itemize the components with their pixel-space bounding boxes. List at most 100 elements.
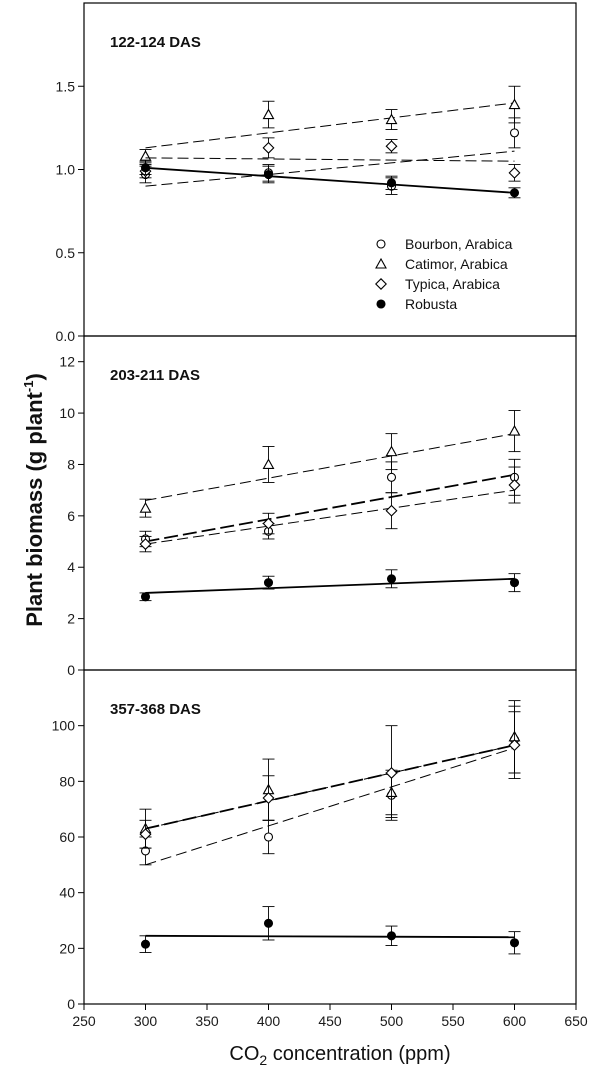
legend-marker (376, 299, 386, 309)
series-triangle-open (139, 410, 521, 518)
legend-label: Catimor, Arabica (405, 256, 508, 272)
data-point (139, 828, 152, 841)
data-point (139, 502, 152, 513)
fit-line (145, 744, 515, 830)
data-point (140, 592, 151, 602)
series-triangle-open (139, 85, 521, 164)
data-point (509, 188, 520, 198)
panels: 0.0 0.5 1.0 1.5 122-124 DAS 0 2 4 6 8 10 12 203-211 … (52, 2, 577, 1012)
y-tick-label: 0.5 (56, 245, 76, 261)
legend-marker (376, 239, 386, 249)
fit-line (145, 166, 515, 194)
series-circle-filled (139, 160, 521, 199)
legend-label: Typica, Arabica (405, 276, 500, 292)
x-tick-label: 400 (257, 1013, 281, 1029)
series-circle-open (139, 117, 521, 195)
y-tick-label: 4 (67, 559, 75, 575)
fit-line (145, 747, 515, 866)
panel-2: 0 2 4 6 8 10 12 203-211 DAS (59, 335, 577, 678)
panel-title: 357-368 DAS (110, 701, 201, 718)
series-diamond-open (139, 137, 521, 182)
legend-entry: Catimor, Arabica (375, 256, 508, 272)
legend: Bourbon, Arabica Catimor, Arabica Typica, … (375, 236, 513, 312)
data-point (509, 128, 520, 138)
x-tick-label: 350 (195, 1013, 219, 1029)
legend-label: Bourbon, Arabica (405, 236, 513, 252)
data-point (386, 574, 397, 584)
data-point (386, 472, 397, 482)
data-point (139, 538, 152, 551)
x-tick-label: 450 (318, 1013, 342, 1029)
y-tick-label: 100 (52, 718, 76, 734)
panel-title: 203-211 DAS (110, 367, 200, 384)
data-point (262, 108, 275, 120)
data-point (385, 445, 398, 457)
data-point (140, 939, 151, 949)
legend-entry: Robusta (376, 296, 457, 312)
data-point (262, 141, 275, 154)
y-tick-label: 10 (59, 405, 75, 421)
legend-marker (375, 278, 387, 290)
series-triangle-open (139, 700, 521, 849)
x-tick-label: 650 (564, 1013, 588, 1029)
data-point (263, 578, 274, 588)
panel-title: 122-124 DAS (110, 34, 201, 51)
series-circle-open (139, 705, 521, 866)
panel-3: 0 20 40 60 80 100 357-368 DAS (52, 669, 577, 1012)
y-tick-label: 12 (59, 354, 75, 370)
y-tick-label: 2 (67, 611, 75, 627)
x-tick-label: 600 (503, 1013, 527, 1029)
data-point (262, 792, 275, 805)
data-point (508, 166, 521, 179)
y-tick-label: 6 (67, 508, 75, 524)
fit-line (145, 473, 515, 543)
data-point (262, 458, 275, 470)
data-point (508, 739, 521, 752)
data-point (263, 832, 274, 842)
data-point (140, 163, 151, 173)
fit-line (145, 489, 515, 545)
series-circle-filled (139, 569, 521, 602)
data-point (385, 767, 398, 779)
fit-line (145, 157, 515, 162)
series-diamond-open (139, 711, 521, 849)
data-point (263, 169, 274, 180)
fit-line (145, 150, 515, 187)
panel-frame (83, 335, 577, 671)
legend-marker (375, 257, 387, 269)
series-circle-filled (139, 906, 521, 955)
x-tick-label: 500 (380, 1013, 404, 1029)
y-tick-label: 0 (67, 996, 75, 1012)
data-point (385, 504, 398, 517)
series-diamond-open (139, 466, 521, 553)
data-point (509, 578, 520, 588)
x-tick-label: 300 (134, 1013, 158, 1029)
data-point (508, 424, 521, 436)
legend-entry: Typica, Arabica (375, 276, 500, 292)
panel-1: 0.0 0.5 1.0 1.5 122-124 DAS (56, 2, 577, 344)
legend-entry: Bourbon, Arabica (376, 236, 513, 252)
y-tick-label: 1.5 (56, 78, 76, 94)
x-axis: 250 300 350 400 450 500 550 600 650 (72, 1004, 588, 1029)
y-tick-label: 60 (59, 829, 75, 845)
y-tick-label: 40 (59, 885, 75, 901)
data-point (139, 150, 152, 161)
x-axis-label: CO2 concentration (ppm) (229, 1043, 450, 1068)
fit-line (145, 433, 515, 501)
y-axis-label: Plant biomass (g plant-1) (21, 373, 47, 627)
legend-label: Robusta (405, 296, 457, 312)
data-point (386, 931, 397, 941)
data-point (508, 98, 521, 110)
y-tick-label: 0.0 (56, 328, 76, 344)
data-point (386, 178, 397, 188)
panel-frame (83, 669, 577, 1005)
y-tick-label: 8 (67, 456, 75, 472)
fit-line (145, 744, 515, 830)
data-point (263, 918, 274, 928)
data-point (508, 479, 521, 491)
data-point (262, 517, 275, 530)
y-tick-label: 80 (59, 773, 75, 789)
series-circle-open (139, 458, 521, 548)
fit-line (145, 934, 515, 939)
